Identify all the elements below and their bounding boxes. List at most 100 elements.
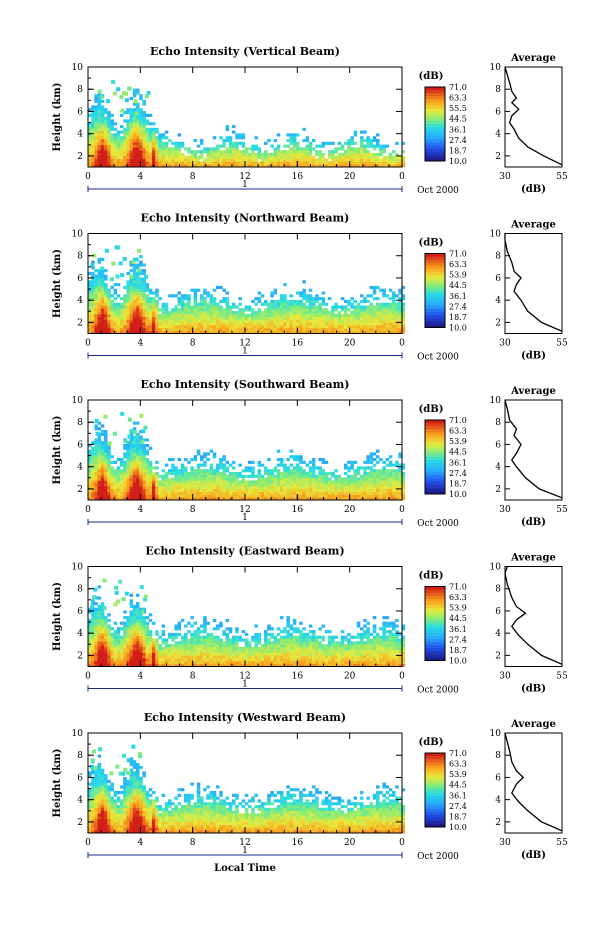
heatmap-cell	[244, 327, 249, 331]
heatmap-cell	[273, 488, 278, 492]
heatmap-cell	[129, 97, 134, 101]
colorbar-level: 18.7	[449, 479, 467, 488]
heatmap-cell	[174, 658, 178, 662]
heatmap-cell	[126, 444, 130, 448]
heatmap-cell	[100, 139, 105, 143]
heatmap-cell	[164, 477, 169, 481]
heatmap-cell	[257, 641, 262, 645]
heatmap-cell	[193, 663, 198, 667]
heatmap-cell	[113, 291, 118, 295]
heatmap-cell	[158, 322, 162, 326]
heatmap-cell	[292, 497, 297, 501]
heatmap-cell	[334, 308, 338, 312]
heatmap-cell	[324, 483, 329, 487]
heatmap-cell	[257, 291, 262, 295]
heatmap-cell	[126, 322, 130, 326]
heatmap-cell	[120, 480, 124, 484]
heatmap-cell	[222, 311, 226, 315]
heatmap-cell	[366, 299, 370, 303]
heatmap-cell	[318, 155, 322, 159]
heatmap-cell	[379, 311, 383, 315]
heatmap-cell	[395, 327, 399, 331]
heatmap-cell	[190, 655, 194, 659]
heatmap-cell	[232, 491, 236, 495]
heatmap-cell	[222, 308, 226, 312]
heatmap-cell	[116, 330, 121, 334]
heatmap-cell	[100, 122, 105, 126]
heatmap-cell	[244, 644, 249, 648]
heatmap-cell	[270, 153, 274, 157]
avg-y-tick-label: 2	[495, 485, 501, 495]
heatmap-cell	[356, 480, 361, 484]
heatmap-cell	[123, 641, 127, 645]
heatmap-cell	[212, 325, 217, 329]
heatmap-cell	[315, 483, 319, 487]
heatmap-cell	[398, 161, 402, 165]
heatmap-cell	[260, 483, 265, 487]
heatmap-cell	[116, 458, 121, 462]
heatmap-cell	[206, 491, 210, 495]
heatmap-cell	[353, 164, 358, 168]
heatmap-cell	[145, 663, 150, 667]
heatmap-cell	[216, 144, 220, 148]
heatmap-cell	[126, 635, 130, 639]
heatmap-cell	[228, 319, 233, 323]
heatmap-cell	[241, 480, 246, 484]
heatmap-cell	[244, 491, 249, 495]
heatmap-cell	[392, 294, 396, 298]
heatmap-cell	[305, 486, 310, 490]
heatmap-cell	[148, 122, 153, 126]
heatmap-cell	[206, 147, 210, 151]
heatmap-cell	[289, 494, 294, 498]
heatmap-cell	[216, 322, 220, 326]
heatmap-cell	[193, 635, 198, 639]
heatmap-cell	[97, 474, 102, 478]
heatmap-cell	[264, 497, 268, 501]
heatmap-cell	[308, 319, 313, 323]
heatmap-cell	[235, 660, 239, 664]
date-label: Oct 2000	[417, 186, 459, 196]
heatmap-cell	[270, 308, 274, 312]
heatmap-cell	[136, 322, 140, 326]
heatmap-cell	[120, 474, 124, 478]
heatmap-cell	[260, 325, 265, 329]
heatmap-cell	[187, 472, 191, 476]
heatmap-cell	[100, 607, 105, 611]
heatmap-cell	[206, 313, 210, 317]
heatmap-cell	[382, 150, 386, 154]
heatmap-cell	[344, 164, 348, 168]
heatmap-cell	[264, 308, 268, 312]
heatmap-cell	[180, 466, 185, 470]
heatmap-cell	[334, 155, 338, 159]
heatmap-cell	[235, 150, 239, 154]
heatmap-cell	[312, 486, 316, 490]
heatmap-cell	[88, 141, 92, 145]
heatmap-cell	[126, 632, 130, 636]
heatmap-cell	[216, 483, 220, 487]
heatmap-cell	[142, 305, 146, 309]
heatmap-cell	[94, 285, 98, 289]
heatmap-cell	[190, 658, 194, 662]
heatmap-cell	[376, 302, 380, 306]
heatmap-cell	[136, 316, 140, 320]
heatmap-cell	[251, 649, 255, 653]
heatmap-cell	[94, 491, 98, 495]
heatmap-cell	[142, 486, 146, 490]
heatmap-cell	[100, 488, 105, 492]
heatmap-cell	[126, 302, 130, 306]
heatmap-cell	[110, 133, 114, 137]
heatmap-cell	[244, 313, 249, 317]
colorbar-band	[425, 318, 445, 322]
heatmap-cell	[187, 330, 191, 334]
heatmap-cell	[91, 624, 95, 628]
heatmap-cell	[360, 164, 364, 168]
heatmap-cell	[328, 153, 332, 157]
heatmap-cell	[180, 472, 185, 476]
heatmap-cell	[312, 483, 316, 487]
heatmap-cell	[401, 325, 406, 329]
heatmap-cell	[225, 638, 230, 642]
heatmap-cell	[238, 155, 242, 159]
heatmap-cell	[143, 425, 148, 430]
heatmap-cell	[392, 299, 396, 303]
colorbar-band	[425, 145, 445, 150]
